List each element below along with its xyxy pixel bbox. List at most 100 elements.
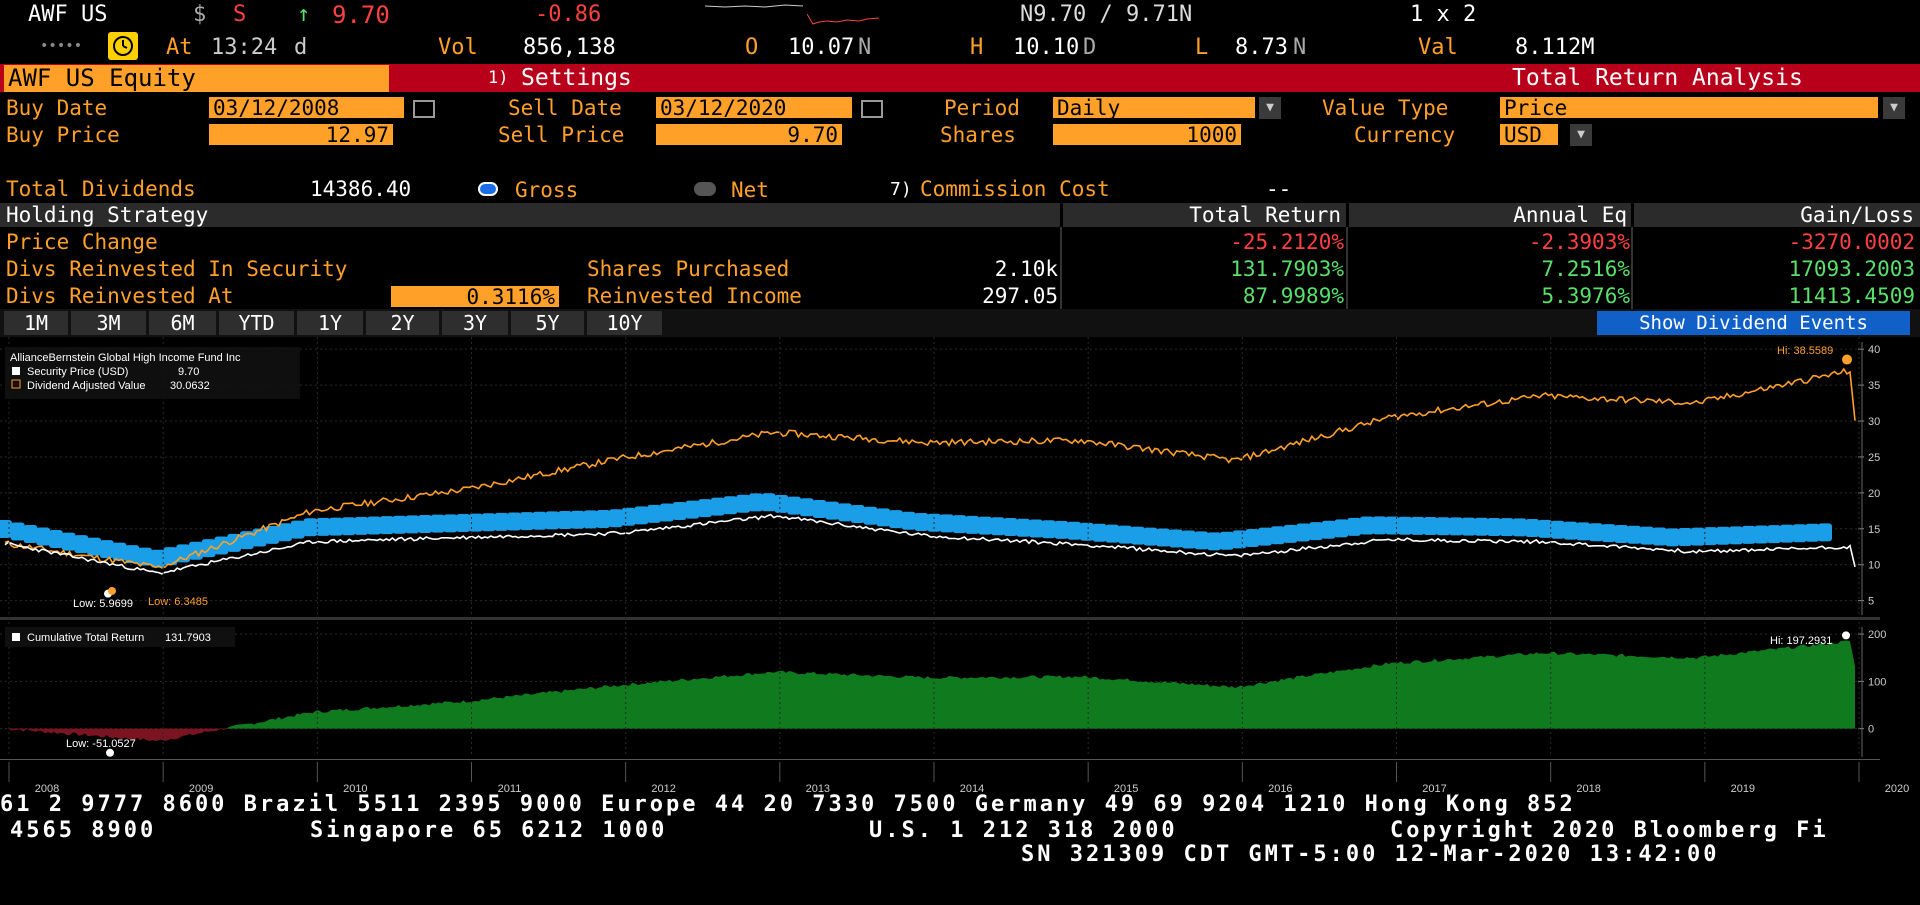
currency-label: Currency [1354,123,1456,147]
annual-eq-cell: 5.3976% [1541,284,1630,308]
calendar-icon[interactable] [413,100,435,118]
dividend-event-marker [99,540,114,559]
shares-field[interactable]: 1000 [1052,123,1242,146]
low-suffix: N [1293,35,1307,60]
x-tick-label: 2018 [1576,783,1600,795]
buy-price-field[interactable]: 12.97 [208,123,394,146]
net-radio[interactable] [694,182,716,196]
period-button-1m[interactable]: 1M [4,311,68,335]
chevron-down-icon[interactable]: ▼ [1883,97,1905,119]
dividend-event-marker [456,513,471,532]
dividend-event-marker [1474,517,1489,536]
low-annotation: Low: 6.3485 [148,596,208,608]
dividend-event-marker [23,525,38,544]
dividend-event-marker [1270,526,1285,545]
dividend-event-marker [1105,524,1120,543]
calendar-icon[interactable] [861,100,883,118]
hi-annotation: Hi: 38.5589 [1777,345,1833,357]
period-button-3y[interactable]: 3Y [442,311,508,335]
dividend-event-marker [825,501,840,520]
dividend-event-marker [1563,521,1578,540]
dividend-event-marker [774,494,789,513]
buy-date-field[interactable]: 03/12/2008 [208,96,405,119]
dividend-event-marker [430,514,445,533]
legend-swatch-white [12,367,20,375]
y-tick-label: 30 [1868,416,1880,428]
period-button-10y[interactable]: 10Y [587,311,662,335]
legend-series-1-value: 9.70 [178,366,199,378]
dividend-event-marker [1334,519,1349,538]
buy-date-label: Buy Date [6,96,108,120]
show-dividend-events-button[interactable]: Show Dividend Events [1597,311,1910,335]
y-tick-label: 25 [1868,452,1880,464]
column-header-gain-loss: Gain/Loss [1800,203,1914,227]
gross-radio[interactable] [478,182,498,196]
high-value: 10.10 [1013,35,1080,60]
hi-marker [1842,631,1850,640]
security-name[interactable]: AWF US Equity [4,65,389,92]
dividend-event-marker [316,517,331,536]
dividend-event-marker [1423,517,1438,536]
dividend-event-marker [1512,518,1527,537]
period-button-1y[interactable]: 1Y [297,311,363,335]
dividend-event-marker [405,515,420,534]
table-header [1634,203,1920,227]
dividend-event-marker [1016,518,1031,537]
period-button-5y[interactable]: 5Y [511,311,584,335]
shares-purchased-label: Shares Purchased [587,257,790,281]
dividend-event-marker [710,497,725,516]
shares-label: Shares [940,123,1016,147]
total-dividends-value: 14386.40 [310,177,412,201]
dividend-adjusted-line [4,367,1856,569]
period-button-3m[interactable]: 3M [71,311,146,335]
x-tick-label: 2013 [806,783,830,795]
dividend-event-marker [1550,520,1565,539]
commission-cost-button[interactable]: Commission Cost [920,177,1110,201]
low-value: 8.73 [1235,35,1288,60]
dividend-event-marker [443,514,458,533]
clock-icon[interactable] [108,32,138,60]
reinvest-rate-field[interactable]: 0.3116% [390,285,560,308]
dividend-event-marker [1614,524,1629,543]
period-select[interactable]: Daily [1052,96,1256,119]
negative-return-area [5,728,1855,742]
dividend-event-marker [685,500,700,519]
dividend-event-marker [1067,521,1082,540]
period-button-ytd[interactable]: YTD [219,311,294,335]
dividend-event-marker [112,542,127,561]
legend-fund-name: AllianceBernstein Global High Income Fun… [10,352,241,364]
low-label: L [1195,35,1209,60]
total-return-cell: -25.2120% [1230,230,1344,254]
sell-price-field[interactable]: 9.70 [655,123,843,146]
sell-price-label: Sell Price [498,123,625,147]
period-button-2y[interactable]: 2Y [366,311,439,335]
dividend-event-marker [1627,525,1642,544]
settings-button[interactable]: Settings [521,65,632,91]
low-annotation: Low: -51.0527 [66,738,136,750]
dividend-event-marker [367,516,382,535]
dividend-event-marker [838,503,852,522]
dividend-event-marker [621,507,636,526]
high-suffix: D [1083,35,1097,60]
dividend-event-marker [1321,520,1336,539]
dividend-event-marker [1436,517,1451,536]
total-dividends-label: Total Dividends [6,177,196,201]
low-annotation: Low: 5.9699 [73,598,133,610]
dividend-event-marker [799,498,814,517]
dividend-event-marker [1130,526,1145,545]
dividend-event-marker [1207,532,1222,551]
settings-number: 1) [488,68,509,88]
sell-date-field[interactable]: 03/12/2020 [655,96,853,119]
dividend-event-marker [1156,528,1171,547]
chevron-down-icon[interactable]: ▼ [1259,97,1281,119]
currency-select[interactable]: USD [1499,123,1559,146]
period-button-6m[interactable]: 6M [149,311,216,335]
value-type-select[interactable]: Price [1499,96,1879,119]
dividend-event-marker [1754,525,1769,544]
dividend-event-marker [1258,527,1272,546]
dividend-event-marker [1792,524,1807,543]
dividend-event-marker [1499,518,1514,537]
chevron-down-icon[interactable]: ▼ [1570,124,1592,146]
y-tick-label: 35 [1868,380,1880,392]
